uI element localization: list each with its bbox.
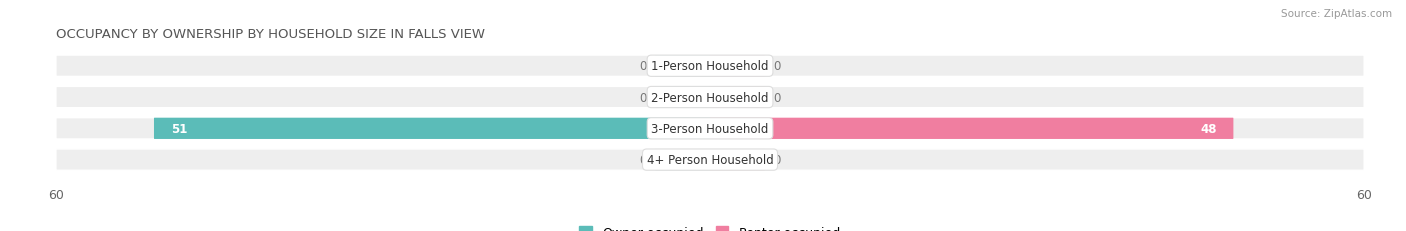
Text: 0: 0 xyxy=(640,153,647,166)
FancyBboxPatch shape xyxy=(655,56,710,77)
Text: OCCUPANCY BY OWNERSHIP BY HOUSEHOLD SIZE IN FALLS VIEW: OCCUPANCY BY OWNERSHIP BY HOUSEHOLD SIZE… xyxy=(56,28,485,41)
FancyBboxPatch shape xyxy=(56,118,1364,139)
FancyBboxPatch shape xyxy=(710,56,765,77)
FancyBboxPatch shape xyxy=(155,118,710,139)
Text: 0: 0 xyxy=(773,60,780,73)
Text: 0: 0 xyxy=(640,91,647,104)
Text: 3-Person Household: 3-Person Household xyxy=(651,122,769,135)
Text: 0: 0 xyxy=(640,60,647,73)
FancyBboxPatch shape xyxy=(710,118,1233,139)
Text: 51: 51 xyxy=(170,122,187,135)
Text: 0: 0 xyxy=(773,91,780,104)
Text: 1-Person Household: 1-Person Household xyxy=(651,60,769,73)
FancyBboxPatch shape xyxy=(655,149,710,170)
Legend: Owner-occupied, Renter-occupied: Owner-occupied, Renter-occupied xyxy=(575,221,845,231)
FancyBboxPatch shape xyxy=(710,87,765,108)
FancyBboxPatch shape xyxy=(56,87,1364,108)
Text: 2-Person Household: 2-Person Household xyxy=(651,91,769,104)
Text: 48: 48 xyxy=(1201,122,1216,135)
Text: 0: 0 xyxy=(773,153,780,166)
FancyBboxPatch shape xyxy=(710,149,765,170)
FancyBboxPatch shape xyxy=(655,87,710,108)
Text: Source: ZipAtlas.com: Source: ZipAtlas.com xyxy=(1281,9,1392,19)
Text: 4+ Person Household: 4+ Person Household xyxy=(647,153,773,166)
FancyBboxPatch shape xyxy=(56,149,1364,170)
FancyBboxPatch shape xyxy=(56,56,1364,77)
